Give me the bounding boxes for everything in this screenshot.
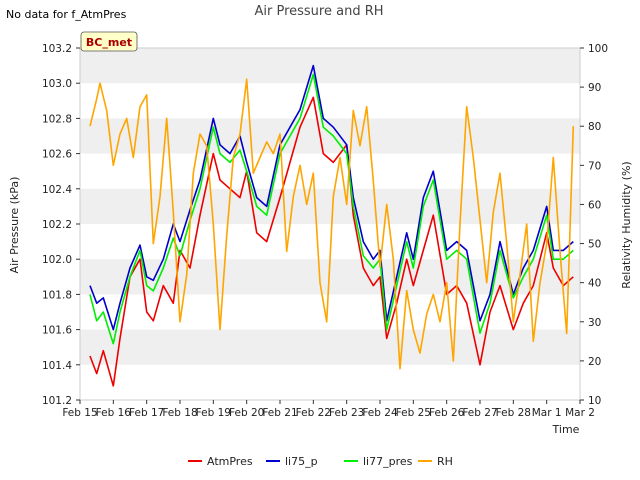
y2-tick-label: 70 [588,160,601,172]
y2-tick-label: 30 [588,317,601,329]
y2-tick-label: 80 [588,121,601,133]
grid-band [80,48,580,84]
y-tick-label: 103.2 [42,43,72,55]
chart-title: Air Pressure and RH [254,4,383,19]
y2-tick-label: 40 [588,278,601,290]
x-tick-label: Mar 2 [565,407,595,419]
x-tick-label: Feb 22 [296,407,331,419]
y2-tick-label: 90 [588,82,601,94]
y-tick-label: 101.8 [42,289,72,301]
x-tick-label: Feb 24 [362,407,398,419]
y-tick-label: 101.2 [42,395,72,407]
y-tick-label: 102.0 [42,254,72,266]
y-tick-label: 102.6 [42,149,72,161]
series-line-rh [89,78,575,370]
x-tick-label: Feb 19 [196,407,231,419]
x-axis-title: Time [552,423,580,436]
x-tick-label: Feb 15 [62,407,97,419]
station-badge-box [80,31,138,52]
grid-band [80,329,580,365]
x-tick-label: Feb 21 [262,407,297,419]
x-tick-label: Feb 16 [96,407,132,419]
x-tick-label: Feb 18 [162,407,197,419]
legend-label: li75_p [285,455,318,468]
y-tick-label: 102.2 [42,219,72,231]
x-tick-label: Feb 26 [429,407,465,419]
station-badge: BC_met [80,31,138,52]
y2-tick-label: 50 [588,239,601,251]
x-tick-label: Feb 25 [396,407,431,419]
y-tick-label: 101.6 [42,325,72,337]
series-layer [89,64,575,387]
series-line-li77-pres [89,73,574,345]
y2-axis-ticks: 10 20 30 40 50 60 70 80 90 100 [580,43,608,407]
legend: AtmPres li75_p li77_pres RH [188,455,453,468]
no-data-note: No data for f_AtmPres [6,8,127,21]
x-tick-label: Feb 28 [496,407,531,419]
series-line-li75-p [89,64,574,331]
y2-tick-label: 100 [588,43,608,55]
series-line-atmpres [89,96,574,387]
y-tick-label: 101.4 [42,360,72,372]
y-tick-label: 102.4 [42,184,72,196]
y2-axis-title: Relativity Humidity (%) [620,161,633,288]
y-axis-ticks: 101.2 101.4 101.6 101.8 102.0 102.2 102.4 102.6… [42,43,80,407]
y2-tick-label: 20 [588,356,601,368]
x-tick-label: Mar 1 [532,407,562,419]
x-tick-label: Feb 20 [229,407,264,419]
x-tick-label: Feb 17 [129,407,164,419]
station-badge-label: BC_met [86,36,132,49]
y-axis-title: Air Pressure (kPa) [8,177,21,274]
y-tick-label: 102.8 [42,113,72,125]
x-tick-label: Feb 27 [462,407,497,419]
y2-tick-label: 60 [588,199,601,211]
x-tick-label: Feb 23 [329,407,364,419]
y2-tick-label: 10 [588,395,601,407]
legend-label: li77_pres [363,455,413,468]
legend-label: RH [437,455,453,468]
legend-label: AtmPres [207,455,253,468]
y-tick-label: 103.0 [42,78,72,90]
